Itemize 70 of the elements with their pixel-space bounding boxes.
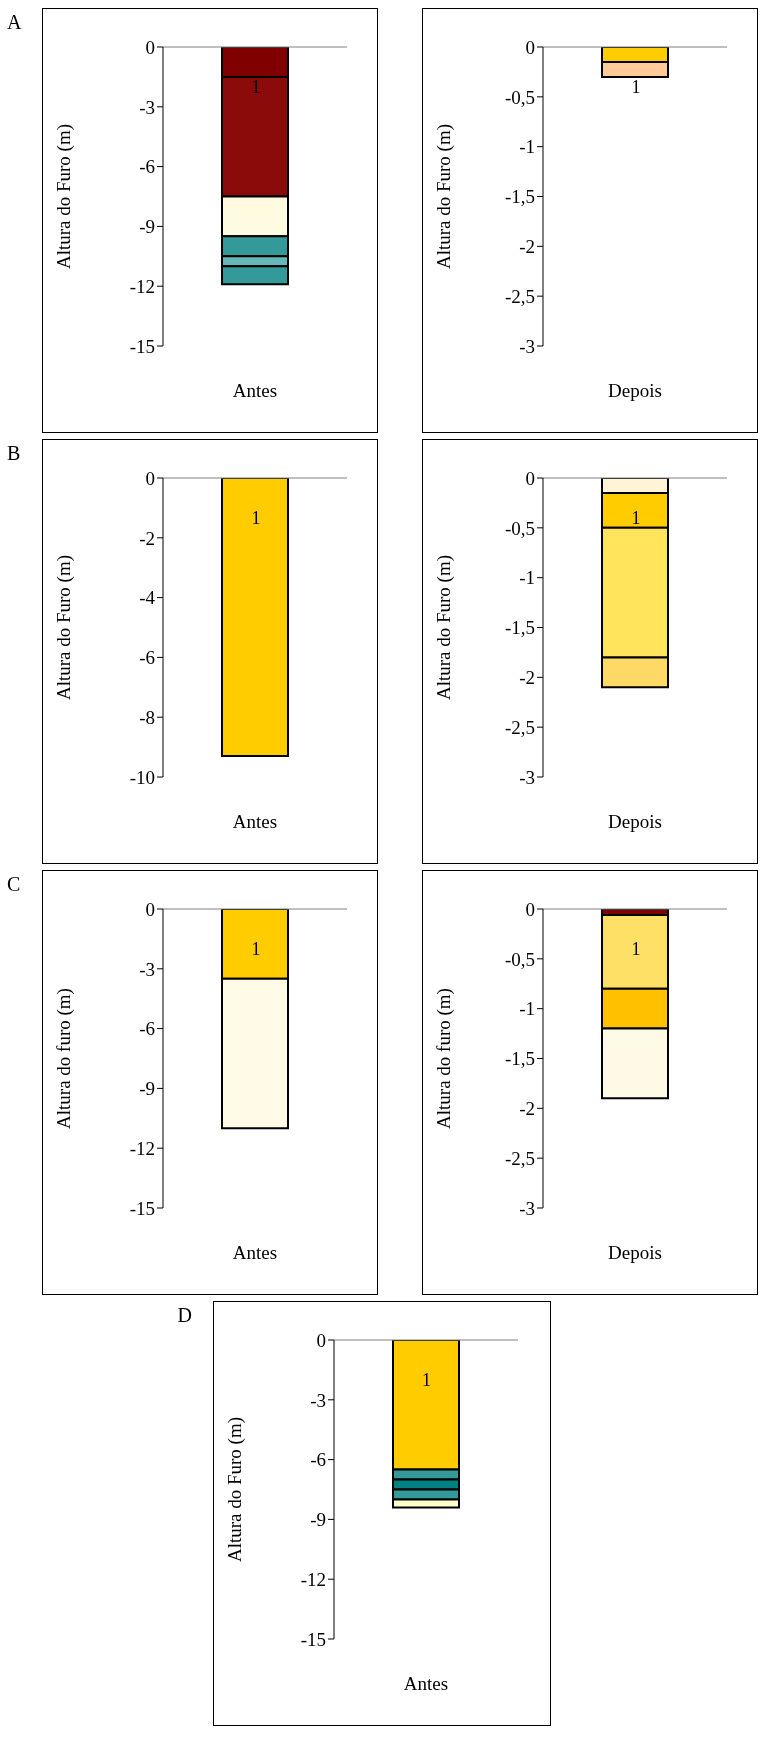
y-tick-label: -2 — [519, 1098, 535, 1120]
chart-title: B — [7, 442, 21, 465]
y-tick-label: -3 — [519, 335, 535, 357]
y-tick-label: -3 — [519, 766, 535, 788]
y-tick-label: -3 — [519, 1197, 535, 1219]
chart-title: D — [177, 1304, 192, 1327]
y-tick-label: -9 — [139, 1078, 155, 1100]
y-tick-label: -12 — [129, 275, 155, 297]
y-tick-label: -15 — [129, 1197, 155, 1219]
y-tick-label: -2 — [519, 667, 535, 689]
y-tick-label: -0,5 — [504, 517, 535, 539]
y-tick-label: 0 — [145, 36, 155, 58]
y-tick-label: -2 — [139, 527, 155, 549]
annotation: 1 — [630, 508, 642, 528]
y-tick-label: -3 — [309, 1389, 326, 1411]
y-axis-title: Altura do Furo (m) — [52, 554, 75, 701]
y-axis-title: Altura do Furo (m) — [52, 123, 75, 270]
y-axis-title: Altura do furo (m) — [52, 988, 75, 1129]
y-tick-label: -15 — [129, 335, 155, 357]
annotation: 1 — [250, 939, 262, 959]
y-tick-label: 0 — [316, 1329, 326, 1351]
y-tick-label: 0 — [525, 467, 535, 489]
y-tick-label: -12 — [300, 1568, 326, 1590]
y-tick-label: -3 — [139, 96, 155, 118]
y-tick-label: -12 — [129, 1137, 155, 1159]
y-tick-label: -2 — [519, 236, 535, 258]
y-axis-title: Altura do Furo (m) — [432, 123, 455, 270]
y-tick-label: -1,5 — [504, 617, 535, 639]
x-tick-label: Depois — [608, 1242, 662, 1264]
annotation: 1 — [630, 939, 642, 959]
y-tick-label: 0 — [145, 898, 155, 920]
x-tick-label: Depois — [608, 380, 662, 402]
y-axis-title: Altura do furo (m) — [432, 988, 455, 1129]
annotation: 1 — [250, 77, 262, 97]
y-tick-label: -3 — [139, 958, 155, 980]
y-tick-label: -0,5 — [504, 86, 535, 108]
y-axis-title: Altura do Furo (m) — [432, 554, 455, 701]
y-tick-label: -6 — [139, 1018, 155, 1040]
y-tick-label: -9 — [139, 216, 155, 238]
y-tick-label: -0,5 — [504, 948, 535, 970]
y-tick-label: -15 — [300, 1628, 326, 1650]
y-tick-label: -2,5 — [504, 285, 535, 307]
y-tick-label: 0 — [525, 898, 535, 920]
y-tick-label: 0 — [525, 36, 535, 58]
annotation: 1 — [250, 508, 262, 528]
chart-title: C — [7, 873, 21, 896]
y-tick-label: -1 — [519, 567, 535, 589]
annotation: 1 — [421, 1370, 432, 1390]
chart-title: A — [7, 11, 22, 34]
y-tick-label: -6 — [139, 647, 155, 669]
y-tick-label: -6 — [139, 156, 155, 178]
annotation: 1 — [630, 77, 642, 97]
y-tick-label: -8 — [139, 706, 155, 728]
y-tick-label: 0 — [145, 467, 155, 489]
y-tick-label: -1 — [519, 998, 535, 1020]
y-tick-label: -6 — [309, 1449, 326, 1471]
x-tick-label: Antes — [232, 380, 278, 402]
x-tick-label: Antes — [232, 811, 278, 833]
x-tick-label: Depois — [608, 811, 662, 833]
y-tick-label: -9 — [309, 1509, 326, 1531]
y-tick-label: -4 — [139, 587, 156, 609]
y-tick-label: -10 — [129, 766, 155, 788]
y-tick-label: -2,5 — [504, 716, 535, 738]
x-tick-label: Antes — [232, 1242, 278, 1264]
y-tick-label: -2,5 — [504, 1147, 535, 1169]
x-tick-label: Antes — [403, 1673, 448, 1695]
y-tick-label: -1,5 — [504, 186, 535, 208]
y-axis-title: Altura do Furo (m) — [223, 1416, 246, 1563]
y-tick-label: -1 — [519, 136, 535, 158]
y-tick-label: -1,5 — [504, 1048, 535, 1070]
